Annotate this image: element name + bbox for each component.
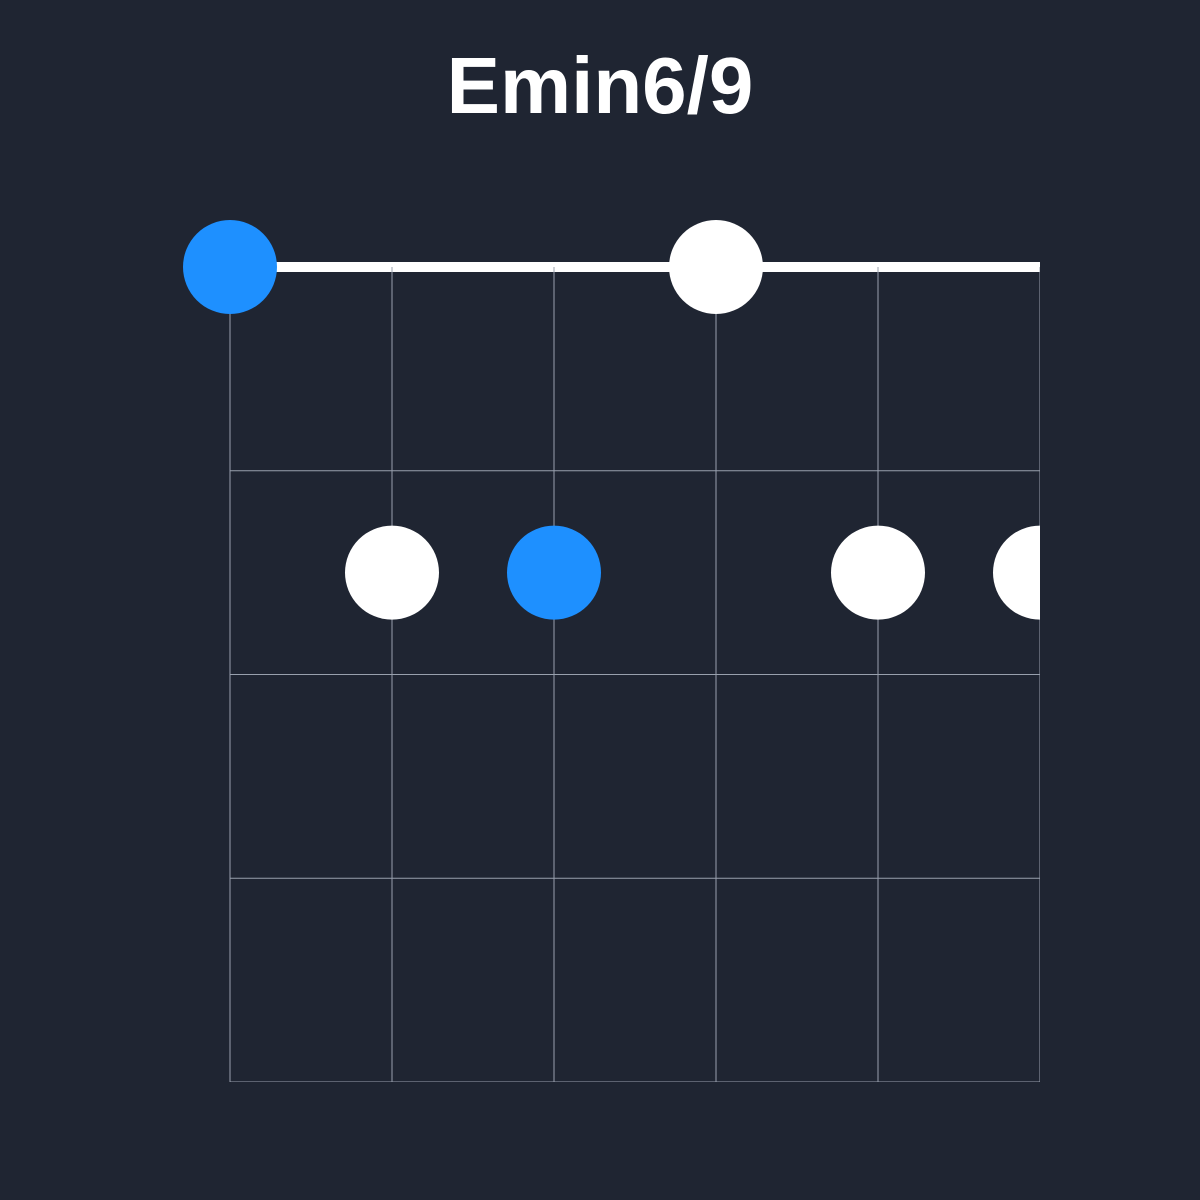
chord-title: Emin6/9 [447, 40, 754, 132]
finger-dot [831, 526, 925, 620]
finger-dot [507, 526, 601, 620]
finger-dot [183, 220, 277, 314]
chord-diagram [160, 212, 1040, 1082]
finger-dot [669, 220, 763, 314]
fretboard-svg [160, 212, 1040, 1082]
finger-dot [345, 526, 439, 620]
finger-dot [993, 526, 1040, 620]
